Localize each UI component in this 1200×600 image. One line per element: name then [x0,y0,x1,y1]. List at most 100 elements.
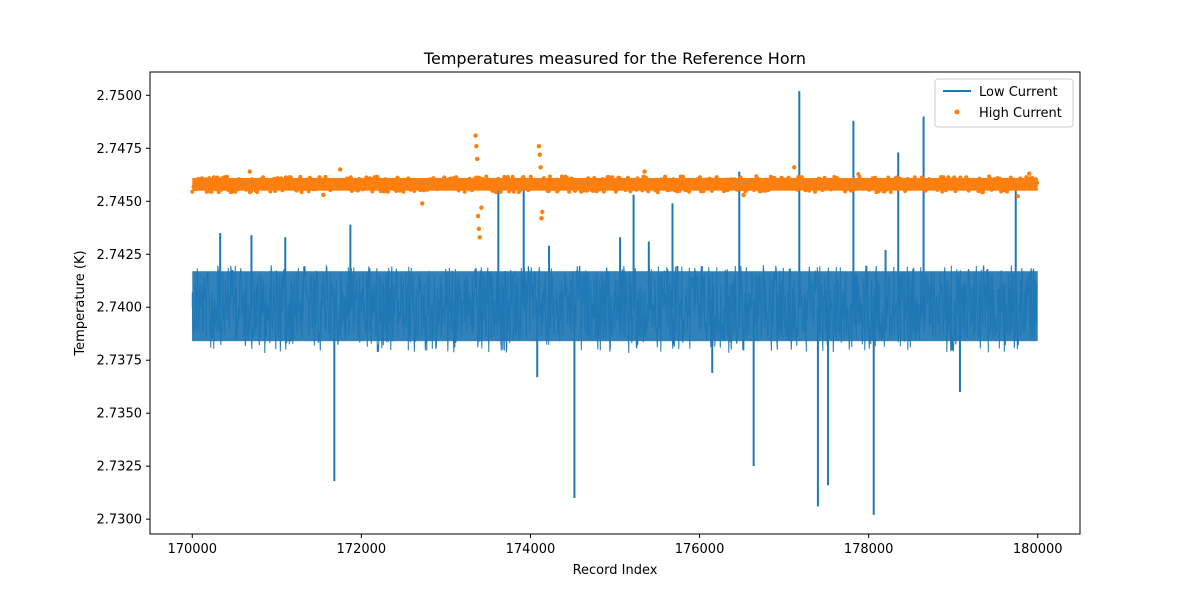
high-current-point [329,178,334,183]
high-current-point [673,178,678,183]
high-current-point [354,180,359,184]
high-current-point [621,185,626,189]
high-current-point [967,179,972,184]
y-tick-label: 2.7375 [97,354,143,369]
high-current-point [681,174,686,179]
high-current-point [730,183,735,187]
high-current-point [207,176,212,181]
high-current-point [321,177,326,182]
high-current-point [761,184,766,188]
high-current-point [204,189,209,194]
high-current-point [517,188,522,193]
legend-label-low-current: Low Current [979,85,1058,100]
high-current-point [483,183,488,188]
high-current-point [702,185,707,190]
high-current-point [581,188,586,193]
high-current-point [268,189,273,194]
high-current-point [931,185,936,190]
high-current-point [487,185,492,190]
high-current-point [767,181,772,186]
high-current-point [401,189,406,194]
high-current-point [709,188,714,193]
high-current-point [724,177,729,182]
high-current-point [202,185,207,190]
high-current-point [211,175,216,180]
high-current-point [689,181,694,186]
high-current-point [879,178,884,183]
high-current-point [317,175,322,180]
high-current-point [427,177,432,182]
high-current-point [864,183,869,188]
high-current-point [456,188,461,193]
high-current-point [600,177,605,182]
high-current-point [1001,181,1006,186]
high-current-point [573,188,578,193]
high-current-point [271,176,276,181]
high-current-point [868,185,873,190]
high-current-point [828,187,833,192]
high-current-point [241,184,246,189]
high-current-point [700,179,705,184]
high-current-point [747,179,752,184]
high-current-point [535,179,540,184]
high-current-point [989,187,994,192]
high-current-point [269,179,274,184]
high-current-point [833,183,838,188]
high-current-point [1006,182,1011,187]
high-current-point [423,179,428,184]
high-current-point [748,185,753,190]
high-current-point [937,179,942,184]
high-current-point [741,192,746,198]
high-current-point [1012,177,1017,182]
high-current-point [869,179,874,184]
high-current-point [445,186,450,191]
high-current-point [766,188,771,193]
high-current-point [556,187,561,192]
high-current-point [586,176,591,181]
high-current-point [857,174,862,179]
high-current-point [493,190,498,195]
high-current-point [865,180,870,185]
high-current-point [712,177,717,182]
high-current-point [807,188,812,193]
high-current-point [999,189,1004,194]
high-current-point [379,179,384,184]
x-axis-label: Record Index [573,563,658,578]
high-current-point [955,184,960,189]
high-current-point [498,189,503,194]
high-current-point [792,165,797,170]
high-current-point [592,176,597,180]
high-current-point [799,175,804,180]
high-current-point [541,176,546,181]
high-current-point [347,181,352,186]
legend-marker-high-current [954,109,960,115]
high-current-point [791,183,796,188]
high-current-point [288,175,293,180]
high-current-point [227,179,232,183]
high-current-point [903,189,908,194]
high-current-point [478,184,483,189]
high-current-point [504,178,509,183]
high-current-point [639,185,644,190]
high-current-point [213,180,218,185]
high-current-point [707,176,712,181]
high-current-point [1033,177,1038,182]
high-current-point [322,186,327,191]
high-current-point [1005,189,1010,194]
high-current-point [912,175,917,180]
high-current-point [369,186,374,191]
high-current-point [567,189,572,194]
high-current-point [688,185,693,190]
high-current-point [215,175,220,180]
high-current-point [389,178,394,183]
high-current-point [964,175,969,180]
high-current-point [658,184,663,189]
high-current-point [634,187,639,192]
high-current-point [905,177,910,181]
chart-title: Temperatures measured for the Reference … [423,49,806,68]
high-current-point [886,175,891,180]
high-current-point [934,179,939,183]
high-current-point [279,176,284,181]
high-current-point [679,180,684,185]
low-current-line [191,264,1038,354]
